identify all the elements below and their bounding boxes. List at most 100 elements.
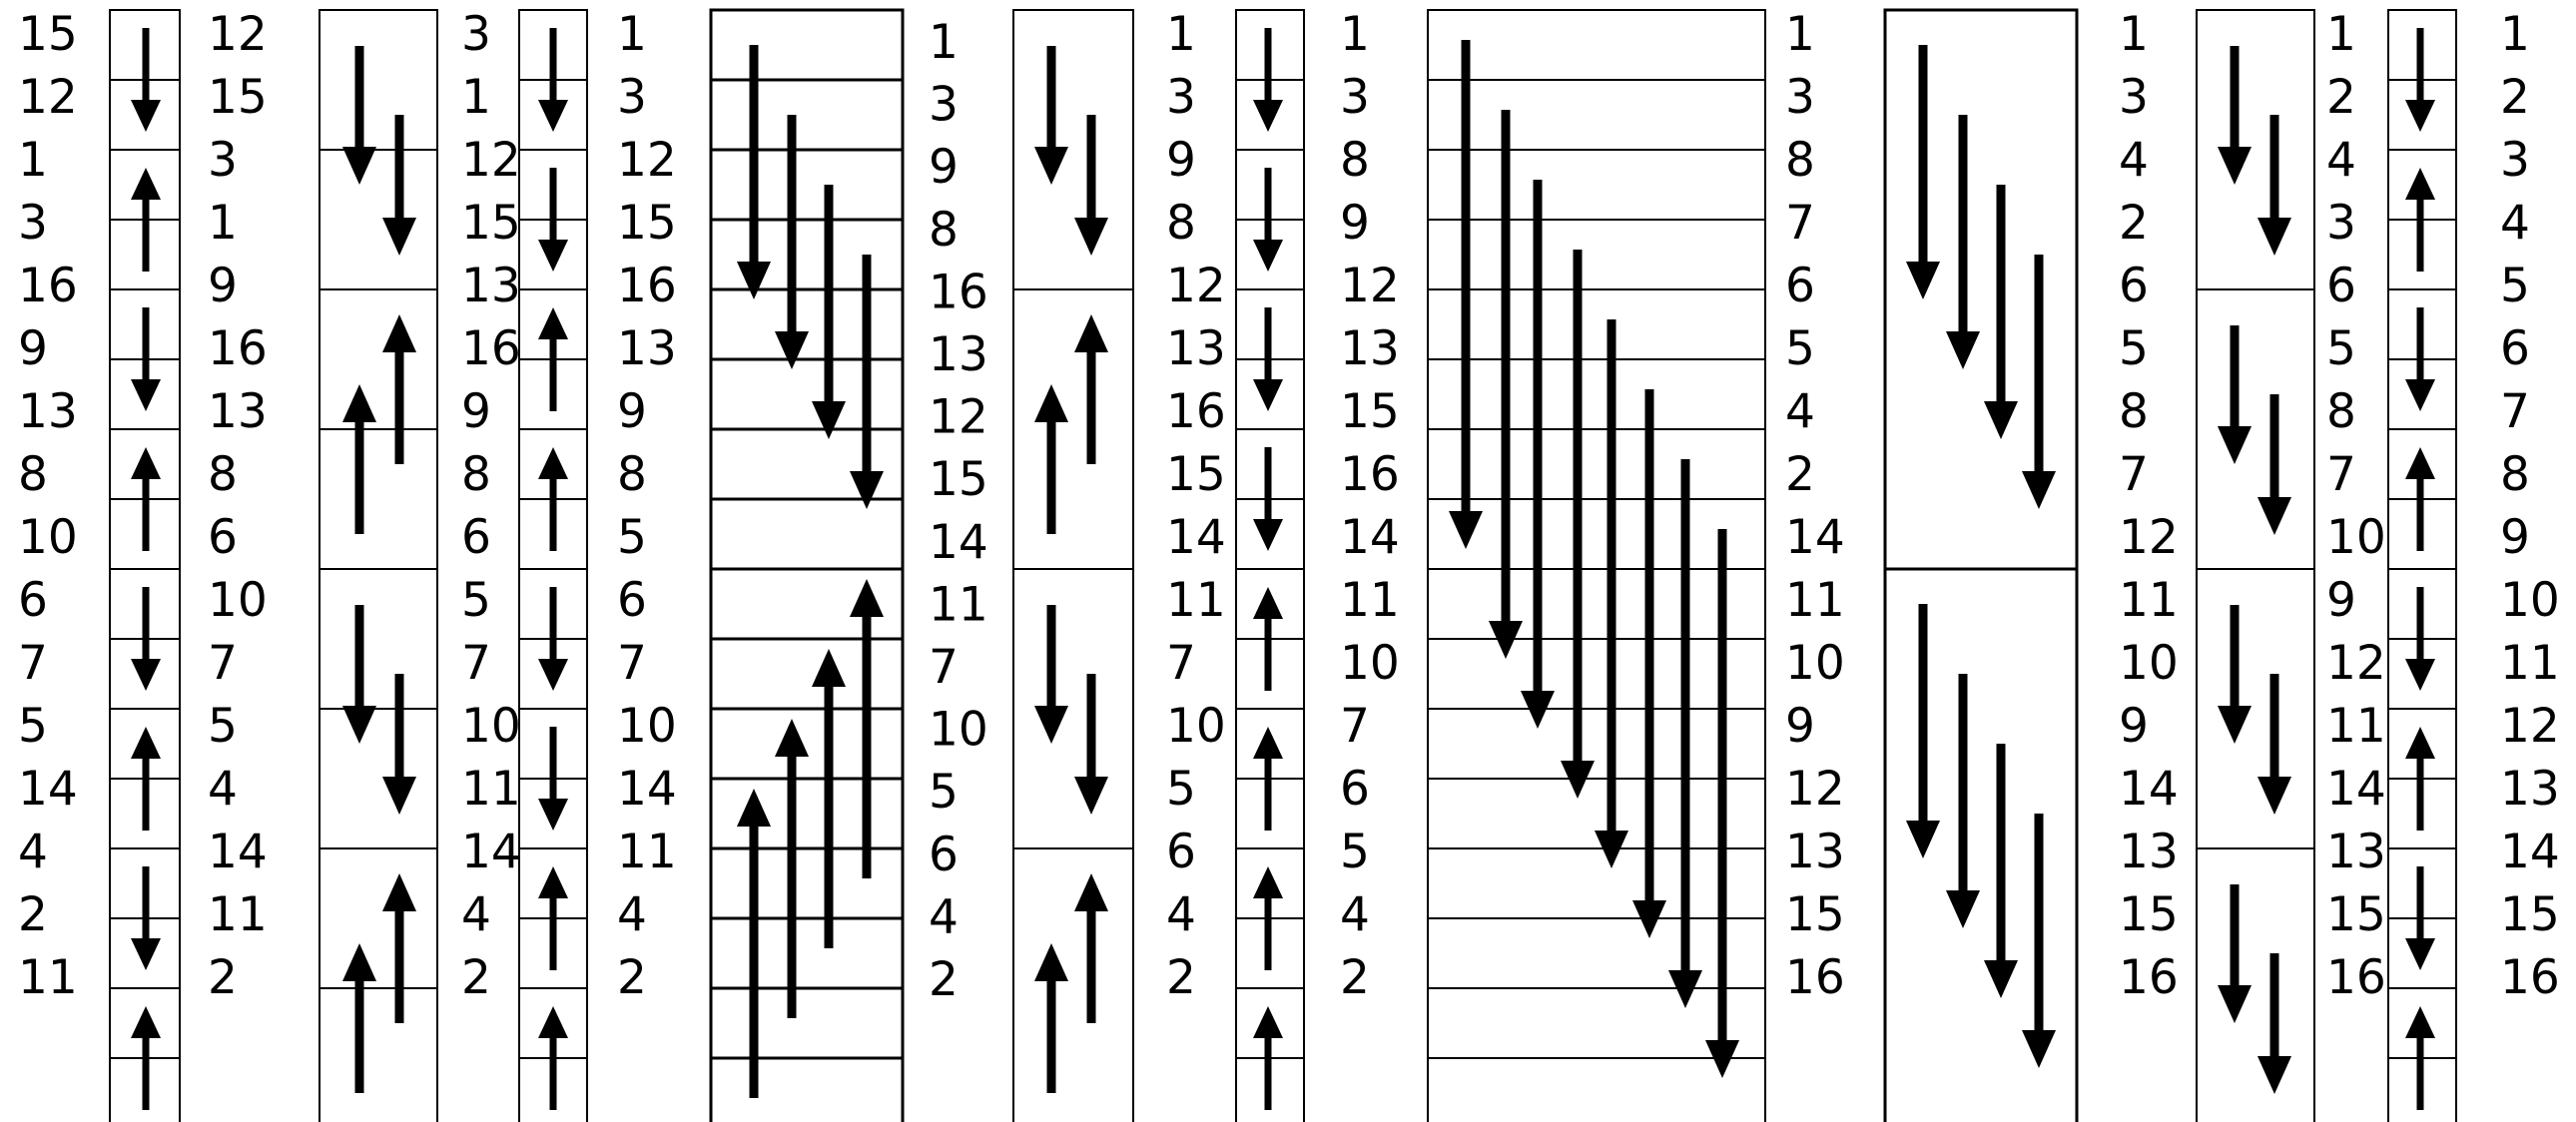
wire-value-label: 16	[18, 259, 78, 313]
wire-value-label: 8	[2326, 384, 2356, 439]
wire-value-label: 6	[2326, 259, 2356, 313]
comparator-up-arrow	[775, 719, 809, 1018]
comparator-up-arrow	[737, 789, 771, 1098]
comparator-up-arrow	[1253, 866, 1283, 970]
wire-value-label: 11	[617, 825, 677, 879]
wire-value-label: 6	[929, 828, 959, 882]
wire-value-label: 7	[461, 636, 491, 691]
wire-value-label: 12	[617, 133, 677, 188]
comparator-down-arrow	[1632, 389, 1666, 938]
wire-value-label: 5	[461, 573, 491, 628]
wire-value-label: 7	[929, 640, 959, 695]
wire-value-label: 15	[2500, 887, 2560, 942]
comparator-down-arrow	[1984, 744, 2018, 998]
wire-value-label: 4	[617, 887, 647, 942]
comparator-up-arrow	[1253, 587, 1283, 691]
wire-value-label: 3	[18, 196, 48, 251]
comparator-down-arrow	[538, 28, 568, 132]
stage-labels: 1512131691381067514421112153191613861075…	[18, 7, 2560, 1007]
wire-value-label: 8	[18, 447, 48, 502]
stage-frame	[109, 9, 181, 1122]
stage-frame	[1235, 9, 1305, 1122]
wire-value-label: 6	[1340, 762, 1370, 817]
comparator-down-arrow	[2218, 884, 2252, 1023]
comparator-down-arrow	[1984, 185, 2018, 439]
wire-value-label: 1	[2119, 7, 2149, 62]
wire-value-label: 2	[1166, 950, 1196, 1005]
wire-value-label: 3	[1785, 70, 1815, 125]
comparator-up-arrow	[2405, 1006, 2435, 1110]
wire-value-label: 1	[2326, 7, 2356, 62]
comparator-down-arrow	[1253, 447, 1283, 551]
stage-box	[518, 9, 588, 1122]
wire-value-label: 2	[2119, 196, 2149, 251]
wire-value-label: 15	[1785, 887, 1845, 942]
wire-value-label: 6	[461, 510, 491, 565]
wire-value-label: 7	[1340, 699, 1370, 754]
comparator-down-arrow	[2405, 28, 2435, 132]
wire-value-label: 7	[2500, 384, 2530, 439]
comparator-up-arrow	[131, 447, 161, 551]
comparator-down-arrow	[1253, 168, 1283, 272]
wire-value-label: 6	[1785, 259, 1815, 313]
wire-value-label: 12	[208, 7, 268, 62]
comparator-up-arrow	[2405, 727, 2435, 831]
wire-value-label: 1	[208, 196, 238, 251]
wire-value-label: 16	[2326, 950, 2386, 1005]
stage-box	[1427, 9, 1766, 1122]
comparator-down-arrow	[1595, 319, 1628, 868]
comparator-up-arrow	[538, 866, 568, 970]
wire-value-label: 8	[208, 447, 238, 502]
wire-value-label: 14	[2500, 825, 2560, 879]
wire-value-label: 8	[1340, 133, 1370, 188]
wire-value-label: 8	[617, 447, 647, 502]
wire-value-label: 11	[1785, 573, 1845, 628]
comparator-down-arrow	[1034, 46, 1068, 185]
wire-value-label: 9	[1166, 133, 1196, 188]
wire-value-label: 2	[617, 950, 647, 1005]
wire-value-label: 13	[929, 327, 988, 382]
stage-box	[709, 8, 905, 1122]
wire-value-label: 9	[929, 140, 959, 195]
wire-value-label: 9	[2119, 699, 2149, 754]
stage-frame	[709, 8, 905, 1122]
wire-value-label: 1	[1166, 7, 1196, 62]
wire-value-label: 4	[929, 889, 959, 944]
comparator-up-arrow	[131, 727, 161, 831]
wire-value-label: 5	[617, 510, 647, 565]
wire-value-label: 5	[1166, 762, 1196, 817]
comparator-down-arrow	[538, 168, 568, 272]
wire-value-label: 12	[2119, 510, 2179, 565]
wire-value-label: 6	[1166, 825, 1196, 879]
comparator-up-arrow	[1034, 384, 1068, 534]
stage-frame	[518, 9, 588, 1122]
wire-value-label: 6	[208, 510, 238, 565]
wire-value-label: 5	[2326, 321, 2356, 376]
wire-value-label: 10	[2326, 510, 2386, 565]
comparator-down-arrow	[2257, 115, 2291, 256]
wire-value-label: 16	[208, 321, 268, 376]
wire-value-label: 14	[2326, 762, 2386, 817]
wire-value-label: 16	[929, 265, 988, 319]
wire-value-label: 3	[929, 78, 959, 133]
wire-value-label: 15	[2119, 887, 2179, 942]
wire-value-label: 14	[1785, 510, 1845, 565]
comparator-up-arrow	[1034, 943, 1068, 1093]
stage-boxes	[109, 8, 2457, 1122]
wire-value-label: 8	[929, 203, 959, 258]
comparator-down-arrow	[2405, 866, 2435, 970]
wire-value-label: 3	[208, 133, 238, 188]
comparator-down-arrow	[1946, 115, 1980, 369]
wire-value-label: 11	[18, 950, 78, 1005]
wire-value-label: 6	[18, 573, 48, 628]
wire-value-label: 4	[2326, 133, 2356, 188]
comparator-down-arrow	[2022, 255, 2056, 509]
comparator-down-arrow	[131, 28, 161, 132]
comparator-up-arrow	[850, 579, 884, 878]
comparator-down-arrow	[2218, 605, 2252, 744]
wire-value-label: 9	[2326, 573, 2356, 628]
wire-value-label: 11	[1166, 573, 1226, 628]
wire-value-label: 3	[1166, 70, 1196, 125]
wire-value-label: 8	[2500, 447, 2530, 502]
wire-value-label: 6	[2500, 321, 2530, 376]
